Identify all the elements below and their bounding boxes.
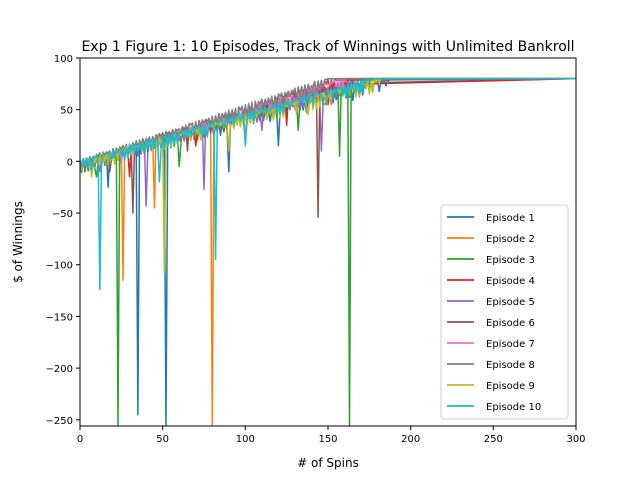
x-tick-label: 200 (401, 434, 420, 445)
y-tick-label: −100 (46, 261, 73, 272)
y-tick-label: 0 (67, 157, 73, 168)
legend-label: Episode 7 (486, 339, 535, 350)
y-tick-label: 100 (54, 54, 73, 65)
tick-layer: 0 50 100 150 200 250 300 100 50 0 −50 −100 −150 −200 −… (46, 54, 586, 445)
x-tick-label: 50 (156, 434, 169, 445)
y-tick-label: 50 (60, 106, 73, 117)
legend-label: Episode 3 (486, 255, 535, 266)
legend-label: Episode 2 (486, 234, 535, 245)
y-tick-label: −50 (52, 209, 73, 220)
legend-label: Episode 9 (486, 381, 535, 392)
x-tick-label: 0 (77, 434, 83, 445)
y-axis-label: $ of Winnings (11, 201, 25, 283)
legend-label: Episode 6 (486, 318, 535, 329)
series-line-episode-10 (80, 77, 576, 291)
series-layer (80, 77, 576, 426)
y-tick-label: −150 (46, 312, 73, 323)
x-tick-label: 300 (566, 434, 585, 445)
legend: Episode 1 Episode 2 Episode 3 Episode 4 Epis… (440, 204, 569, 420)
x-tick-label: 100 (236, 434, 255, 445)
chart-title: Exp 1 Figure 1: 10 Episodes, Track of Wi… (81, 39, 574, 55)
legend-label: Episode 4 (486, 276, 535, 287)
y-tick-label: −250 (46, 416, 73, 427)
legend-label: Episode 1 (486, 213, 535, 224)
series-line-episode-8 (80, 77, 576, 173)
legend-label: Episode 5 (486, 297, 535, 308)
y-tick-label: −200 (46, 364, 73, 375)
x-tick-label: 150 (318, 434, 337, 445)
legend-label: Episode 8 (486, 360, 535, 371)
x-tick-label: 250 (484, 434, 503, 445)
x-axis-label: # of Spins (297, 456, 359, 470)
legend-label: Episode 10 (486, 402, 541, 413)
